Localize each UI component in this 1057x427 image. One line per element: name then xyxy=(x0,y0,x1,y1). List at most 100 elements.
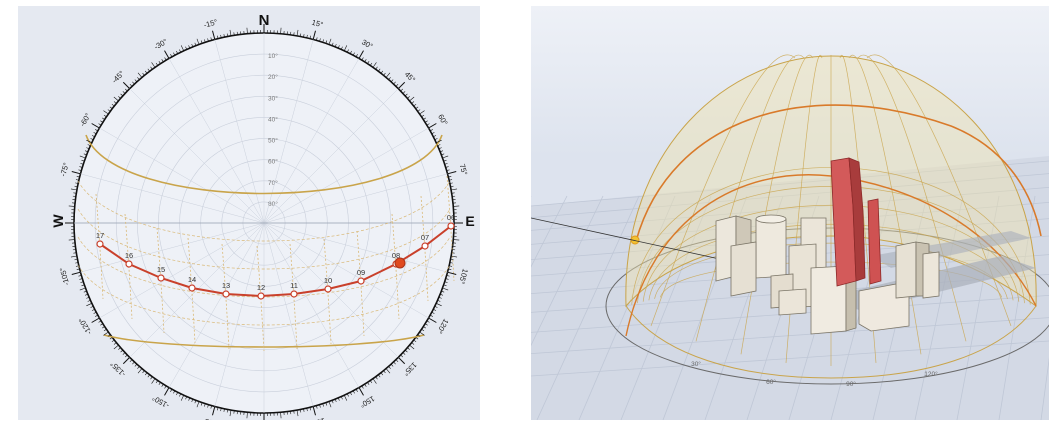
compass-tick xyxy=(367,60,370,64)
compass-tick xyxy=(407,96,410,99)
compass-tick xyxy=(142,370,145,374)
altitude-label: 80° xyxy=(268,200,278,208)
compass-tick xyxy=(103,114,107,118)
compass-tick xyxy=(352,390,355,394)
compass-tick xyxy=(103,328,107,332)
compass-tick xyxy=(76,268,80,270)
compass-tick xyxy=(113,342,117,345)
compass-tick xyxy=(441,290,445,293)
compass-tick xyxy=(68,239,75,241)
compass-tick xyxy=(428,317,437,323)
compass-tick xyxy=(180,45,184,51)
compass-tick xyxy=(81,159,85,162)
highlighted-towers xyxy=(830,157,882,287)
compass-tick xyxy=(312,406,316,416)
compass-tick xyxy=(161,383,164,387)
compass-tick xyxy=(84,150,88,153)
compass-tick xyxy=(415,106,419,109)
compass-tick xyxy=(383,72,386,76)
hour-marker xyxy=(324,285,332,293)
hour-label: 06 xyxy=(447,213,455,222)
compass-tick xyxy=(134,79,138,83)
compass-tick xyxy=(155,62,159,66)
compass-tick xyxy=(100,120,104,123)
compass-tick xyxy=(132,81,135,85)
compass-tick xyxy=(328,401,332,408)
compass-tick xyxy=(280,412,282,419)
compass-tick xyxy=(79,155,86,159)
compass-tick xyxy=(78,275,82,277)
compass-tick xyxy=(118,347,121,350)
ground-grid-line xyxy=(998,195,1036,420)
compass-tick xyxy=(331,400,334,404)
compass-tick xyxy=(364,383,367,387)
compass-tick xyxy=(440,150,444,153)
dome-grid-line xyxy=(857,54,967,342)
compass-tick xyxy=(433,308,437,311)
compass-tick xyxy=(424,120,428,123)
north-label: N xyxy=(259,12,270,29)
scale-label: 30° xyxy=(691,360,701,368)
compass-tick xyxy=(79,278,83,280)
compass-tick xyxy=(449,179,453,181)
compass-tick xyxy=(306,34,308,38)
compass-tick xyxy=(341,396,343,400)
ground-grid-line xyxy=(531,195,604,347)
dome-grid-line xyxy=(839,55,877,363)
compass-tick xyxy=(303,34,305,38)
compass-tick xyxy=(91,123,100,129)
compass-tick xyxy=(415,337,419,340)
compass-tick xyxy=(423,117,427,120)
building xyxy=(922,251,940,299)
compass-tick xyxy=(176,50,179,54)
compass-tick xyxy=(100,323,104,326)
summer-sun-arc xyxy=(635,104,1042,242)
compass-tick xyxy=(344,45,348,51)
azimuth-label: 150° xyxy=(358,394,376,410)
compass-tick xyxy=(120,349,124,353)
compass-tick xyxy=(71,271,81,275)
compass-tick xyxy=(124,88,128,92)
hour-line xyxy=(289,243,298,350)
compass-tick xyxy=(134,363,138,367)
compass-tick xyxy=(150,66,153,70)
compass-tick xyxy=(161,59,164,63)
compass-tick xyxy=(322,39,324,43)
compass-tick xyxy=(98,320,102,323)
month-arc xyxy=(77,264,451,326)
compass-tick xyxy=(87,144,91,146)
compass-tick xyxy=(212,30,216,40)
compass-tick xyxy=(426,320,430,323)
compass-tick xyxy=(445,278,449,280)
compass-tick xyxy=(164,385,167,389)
compass-tick xyxy=(196,38,200,45)
compass-tick xyxy=(409,96,415,102)
compass-tick xyxy=(397,81,406,90)
ground-grid-line xyxy=(531,340,1049,377)
compass-tick xyxy=(426,123,430,126)
compass-tick xyxy=(352,52,355,56)
compass-tick xyxy=(303,408,305,412)
compass-tick xyxy=(132,361,135,365)
compass-tick xyxy=(207,38,209,42)
compass-tick xyxy=(433,135,437,138)
azimuth-label: -30° xyxy=(153,37,169,52)
compass-tick xyxy=(83,290,87,293)
compass-tick xyxy=(404,93,408,97)
compass-tick xyxy=(173,52,176,56)
azimuth-line xyxy=(263,222,314,407)
azimuth-line xyxy=(263,173,448,224)
compass-tick xyxy=(185,46,187,50)
compass-tick xyxy=(337,397,340,401)
west-label: W xyxy=(50,214,66,228)
azimuth-line xyxy=(263,39,314,224)
compass-tick xyxy=(334,399,337,403)
scale-label: 90° xyxy=(846,380,856,388)
compass-tick xyxy=(191,43,194,47)
azimuth-label: -165° xyxy=(201,416,221,420)
compass-tick xyxy=(369,380,373,384)
compass-tick xyxy=(226,409,229,413)
compass-tick xyxy=(449,182,453,184)
compass-tick xyxy=(436,303,442,307)
compass-tick xyxy=(441,153,445,156)
